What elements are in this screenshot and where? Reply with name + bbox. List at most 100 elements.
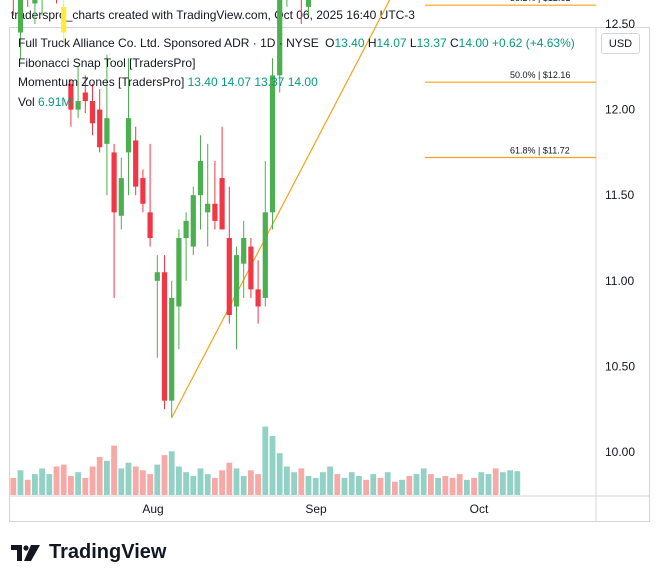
candle-body (262, 212, 268, 298)
volume-bar (406, 476, 413, 495)
volume-bar (226, 462, 233, 495)
volume-bar (284, 466, 290, 495)
tradingview-brand[interactable]: TradingView (11, 541, 166, 564)
price-change: +0.62 (+4.63%) (492, 36, 575, 50)
time-tick-label: Sep (305, 502, 327, 516)
symbol-title[interactable]: Full Truck Alliance Co. Ltd. Sponsored A… (18, 36, 319, 50)
time-tick-label: Oct (470, 502, 489, 516)
momentum-value: 13.40 (187, 75, 218, 89)
volume-bar (197, 468, 204, 495)
volume-bar (291, 472, 297, 495)
price-tick-label: 10.00 (605, 445, 635, 459)
candle-body (241, 238, 247, 264)
volume-bar (60, 464, 67, 495)
volume-bar (75, 472, 81, 495)
indicator-fibonacci-label[interactable]: Fibonacci Snap Tool [TradersPro] (18, 55, 196, 70)
volume-bar (212, 477, 218, 495)
volume-bar (118, 468, 125, 495)
candle-body (305, 0, 312, 7)
volume-bar (168, 451, 175, 495)
volume-bar (82, 477, 89, 495)
volume-label: Vol (18, 94, 35, 109)
volume-bar (399, 479, 405, 495)
volume-line[interactable]: Vol 6.91M (18, 93, 575, 113)
candle-body (183, 220, 189, 238)
fib-level-label: 61.8% | $11.72 (510, 146, 570, 156)
volume-bar (132, 466, 139, 495)
candle-body (17, 0, 24, 33)
volume-bar (298, 468, 305, 495)
volume-bar (17, 470, 24, 495)
candle-body (233, 255, 240, 307)
volume-bar (204, 474, 211, 495)
volume-bars (10, 426, 521, 495)
volume-bar (46, 474, 53, 495)
candle-body (89, 101, 96, 124)
volume-bar (154, 464, 161, 495)
volume-bar (161, 455, 168, 495)
volume-bar (392, 481, 398, 495)
volume-bar (320, 472, 326, 495)
indicator-momentum-label: Momentum Zones [TradersPro] (18, 75, 185, 89)
volume-bar (456, 474, 463, 495)
currency-button[interactable]: USD (601, 33, 640, 54)
volume-bar (485, 474, 492, 495)
volume-bar (514, 471, 521, 495)
volume-bar (96, 457, 103, 495)
momentum-value: 14.00 (287, 75, 318, 89)
candle-body (248, 246, 254, 290)
volume-bar (10, 477, 17, 495)
volume-bar (176, 466, 182, 495)
fibonacci-levels: 23.6% | $13.1738.2% | $12.6150.0% | $12.… (425, 0, 596, 159)
candle-body (219, 178, 225, 230)
candle-body (140, 178, 146, 204)
volume-bar (183, 472, 189, 495)
volume-bar (327, 466, 333, 495)
candle-body (255, 289, 261, 307)
candle-body (111, 152, 117, 213)
candle-body (118, 178, 124, 216)
candle-body (212, 203, 218, 221)
ohlc-open-label: O (325, 36, 335, 50)
volume-bar (111, 445, 117, 495)
volume-bar (233, 468, 240, 495)
volume-bar (104, 460, 110, 495)
volume-bar (471, 477, 477, 495)
volume-bar (262, 426, 269, 495)
candle-body (190, 195, 196, 247)
candle-body (205, 203, 211, 213)
time-tick-label: Aug (142, 502, 163, 516)
volume-bar (341, 477, 348, 495)
fib-level-label: 50.0% | $12.16 (510, 70, 570, 80)
chart-legend: Full Truck Alliance Co. Ltd. Sponsored A… (18, 34, 575, 112)
volume-bar (449, 477, 456, 495)
volume-bar (39, 468, 45, 495)
volume-bar (305, 476, 312, 495)
volume-bar (413, 474, 420, 495)
ohlc-close-label: C (449, 36, 459, 50)
volume-bar (255, 474, 261, 495)
volume-bar (53, 466, 60, 495)
volume-bar (348, 472, 355, 495)
candle-body (32, 0, 38, 4)
volume-bar (464, 479, 470, 495)
price-tick-label: 11.50 (605, 188, 634, 202)
brand-name: TradingView (49, 541, 167, 563)
volume-bar (125, 462, 132, 495)
ohlc-low-value: 13.37 (416, 36, 447, 50)
candle-body (197, 160, 204, 196)
candle-body (75, 101, 81, 110)
symbol-line: Full Truck Alliance Co. Ltd. Sponsored A… (18, 34, 575, 54)
candle-body (169, 297, 175, 401)
candle-body (176, 238, 182, 307)
candle-body (61, 6, 67, 33)
volume-bar (240, 476, 247, 495)
volume-bar (492, 468, 499, 495)
indicator-momentum-line[interactable]: Momentum Zones [TradersPro] 13.40 14.07 … (18, 73, 575, 93)
momentum-value: 13.37 (254, 75, 285, 89)
price-tick-label: 10.50 (605, 359, 635, 373)
volume-bar (363, 479, 369, 495)
chart-frame[interactable] (9, 27, 650, 522)
candle-body (125, 118, 132, 153)
